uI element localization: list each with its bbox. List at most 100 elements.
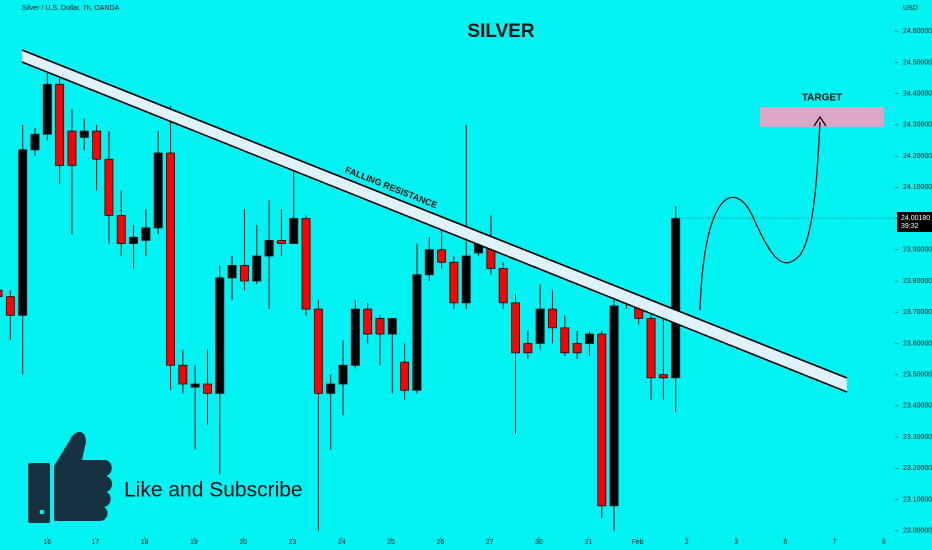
x-tick-label: 27 <box>486 539 494 546</box>
resistance-upper <box>21 49 848 379</box>
candle-body <box>129 236 139 244</box>
candle-body <box>141 227 151 241</box>
x-tick-label: 25 <box>387 539 395 546</box>
x-tick-label: 24 <box>338 539 346 546</box>
y-tick-label: 24.10000 <box>903 184 932 191</box>
candle-body <box>264 240 274 257</box>
candles <box>0 62 681 531</box>
y-tick-label: 23.40000 <box>903 403 932 410</box>
countdown-label: 39:32 <box>901 223 919 230</box>
candle-body <box>18 149 28 316</box>
x-tick-label: 6 <box>783 539 787 546</box>
y-tick-label: 23.60000 <box>903 340 932 347</box>
x-tick-label: 30 <box>535 539 543 546</box>
y-tick-label: 23.30000 <box>903 434 932 441</box>
candle-body <box>387 318 397 335</box>
candle-body <box>560 327 570 354</box>
candle-body <box>67 130 77 166</box>
projection-curve <box>699 121 821 311</box>
icon-cuff <box>28 463 50 523</box>
resistance-band <box>22 50 847 392</box>
candle-body <box>203 383 212 394</box>
candle-body <box>523 343 533 354</box>
candle-body <box>511 302 520 354</box>
candle-body <box>584 333 594 344</box>
projection-arrowhead <box>813 115 827 127</box>
candle-body <box>153 152 163 229</box>
x-tick-label: 8 <box>882 539 886 546</box>
target-zone <box>760 107 884 127</box>
y-tick-label: 23.80000 <box>903 278 932 285</box>
x-tick-label: 3 <box>734 539 738 546</box>
candle-body <box>190 383 200 388</box>
x-tick-label: 18 <box>141 539 149 546</box>
candle-body <box>116 215 126 244</box>
candle-body <box>92 130 102 160</box>
y-tick-label: 23.90000 <box>903 247 932 254</box>
candle-body <box>535 308 545 344</box>
candle-body <box>597 333 607 507</box>
x-tick-label: Feb <box>631 539 643 546</box>
candle-body <box>30 133 40 151</box>
x-tick-label: 23 <box>289 539 297 546</box>
candle-body <box>252 255 262 282</box>
candle-body <box>55 83 65 166</box>
falling-resistance-line <box>21 49 848 393</box>
icon-hand <box>54 432 112 521</box>
candle-body <box>671 218 681 379</box>
x-tick-label: 16 <box>43 539 51 546</box>
call-to-action: Like and Subscribe <box>124 479 303 502</box>
candle-body <box>5 296 15 316</box>
candle-body <box>424 249 434 276</box>
y-tick-label: 24.50000 <box>903 59 932 66</box>
x-tick-label: 20 <box>239 539 247 546</box>
candle-body <box>215 277 225 394</box>
candle-body <box>609 305 619 507</box>
icon-dot <box>40 510 44 514</box>
candle-body <box>548 308 557 329</box>
chart-subtitle: Silver / U.S. Dollar, 7h, OANDA <box>22 5 120 12</box>
y-tick-label: 23.50000 <box>903 371 932 378</box>
y-tick-label: 23.20000 <box>903 465 932 472</box>
candle-body <box>449 261 459 304</box>
candle-body <box>350 308 360 366</box>
y-tick-label: 24.20000 <box>903 153 932 160</box>
x-tick-label: 2 <box>685 539 689 546</box>
candle-body <box>338 364 348 385</box>
candle-body <box>658 374 668 379</box>
candle-body <box>289 218 299 244</box>
x-tick-label: 17 <box>91 539 99 546</box>
y-tick-label: 23.10000 <box>903 496 932 503</box>
candle-body <box>42 83 52 135</box>
chart-title: SILVER <box>467 21 534 42</box>
y-tick-label: 24.40000 <box>903 91 932 98</box>
candle-body <box>104 158 114 216</box>
candle-body <box>498 268 508 304</box>
candle-body <box>461 255 471 304</box>
target-label: TARGET <box>802 93 842 104</box>
candle-body <box>276 240 286 244</box>
resistance-lower <box>21 61 848 393</box>
y-tick-label: 23.00000 <box>903 528 932 535</box>
candle-body <box>375 318 385 335</box>
x-tick-label: 26 <box>436 539 444 546</box>
candle-body <box>326 383 336 394</box>
y-axis-label: USD <box>903 5 918 12</box>
x-tick-label: 7 <box>833 539 837 546</box>
y-tick-label: 23.70000 <box>903 309 932 316</box>
last-price-box <box>897 211 932 232</box>
candle-body <box>646 318 656 379</box>
candle-body <box>437 249 447 263</box>
candle-body <box>313 308 323 394</box>
candle-body <box>400 361 410 391</box>
x-tick-label: 31 <box>584 539 592 546</box>
candle-body <box>363 308 373 335</box>
candle-body <box>227 264 237 279</box>
y-tick-label: 24.60000 <box>903 28 932 35</box>
last-price-label: 24.00180 <box>901 215 930 222</box>
candle-body <box>412 274 422 391</box>
candle-body <box>166 152 175 366</box>
candle-body <box>572 343 582 354</box>
